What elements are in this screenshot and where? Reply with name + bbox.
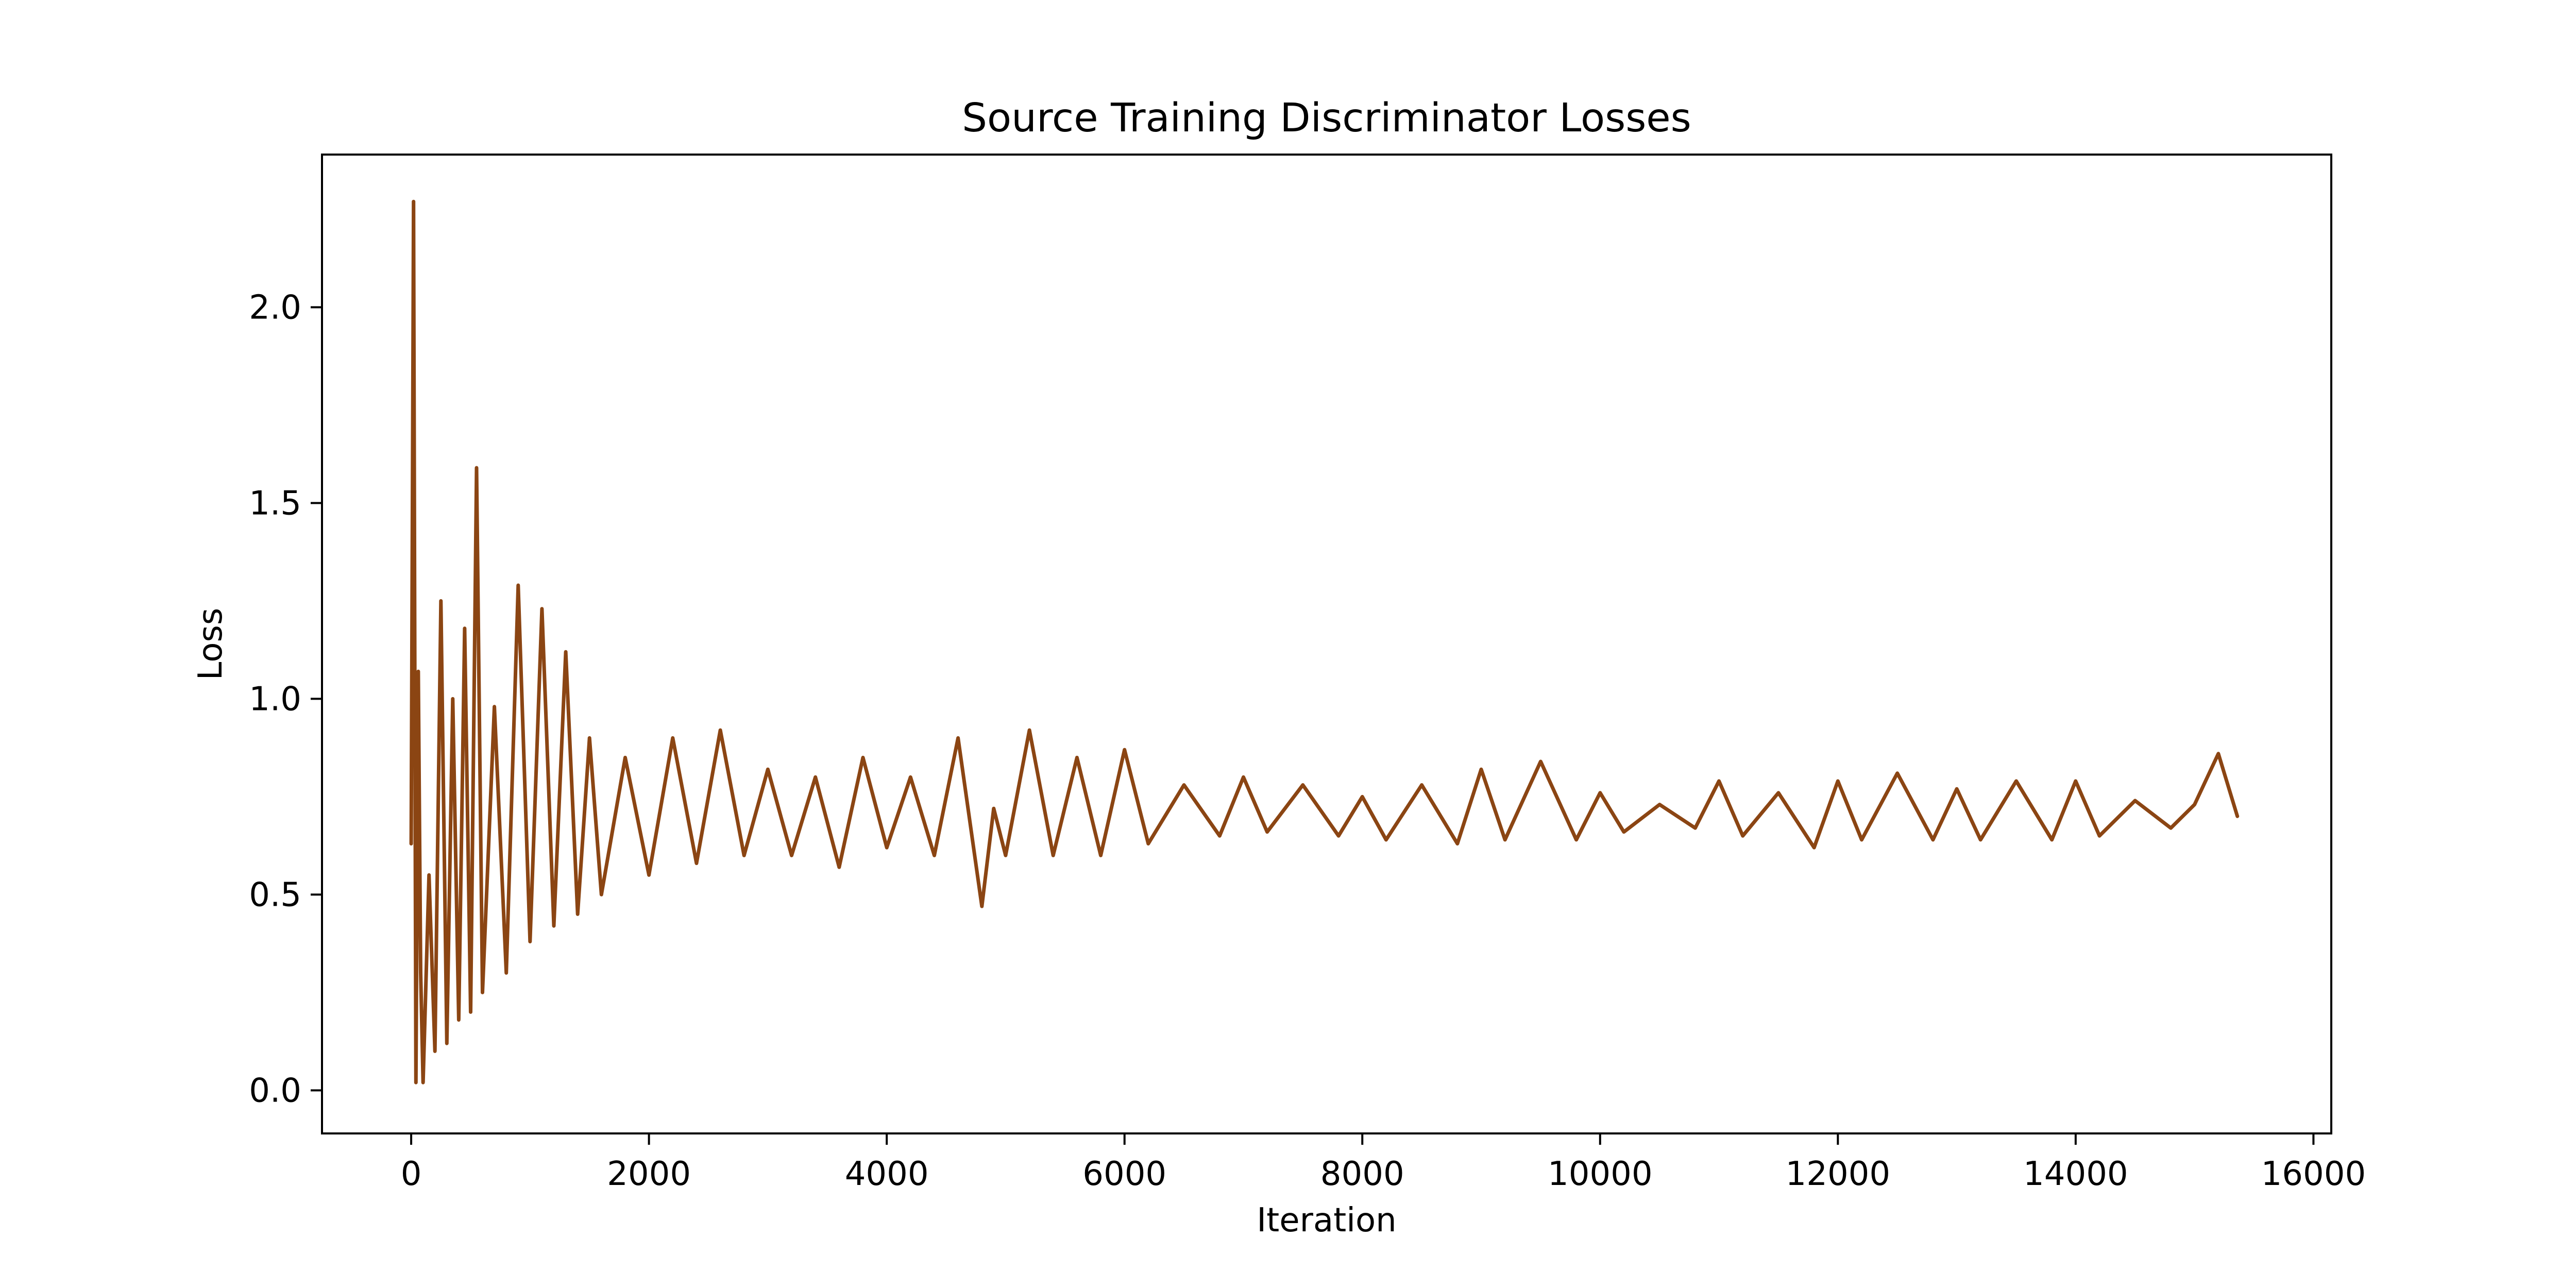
series-line bbox=[409, 199, 2240, 1084]
x-tick-label: 4000 bbox=[845, 1155, 929, 1193]
plot-frame bbox=[321, 154, 2332, 1134]
y-axis-label: Loss bbox=[192, 608, 230, 680]
y-tick-label: 0.5 bbox=[249, 876, 301, 914]
x-tick-label: 10000 bbox=[1548, 1155, 1653, 1193]
x-tick-label: 8000 bbox=[1320, 1155, 1404, 1193]
x-tick-label: 16000 bbox=[2261, 1155, 2366, 1193]
x-tick-label: 14000 bbox=[2023, 1155, 2128, 1193]
y-tick-label: 1.5 bbox=[249, 484, 301, 522]
y-tick-label: 2.0 bbox=[249, 289, 301, 327]
chart-title: Source Training Discriminator Losses bbox=[962, 95, 1691, 141]
y-axis-ticks: 0.0 0.5 1.0 1.5 2.0 bbox=[249, 289, 322, 1110]
y-tick-label: 0.0 bbox=[249, 1072, 301, 1110]
y-tick-label: 1.0 bbox=[249, 680, 301, 718]
x-axis-label: Iteration bbox=[1257, 1201, 1396, 1240]
plot-area-background bbox=[322, 155, 2331, 1133]
x-tick-label: 6000 bbox=[1082, 1155, 1166, 1193]
x-tick-label: 0 bbox=[401, 1155, 422, 1193]
x-tick-label: 2000 bbox=[607, 1155, 691, 1193]
x-tick-label: 12000 bbox=[1786, 1155, 1891, 1193]
x-axis-ticks: 0 2000 4000 6000 8000 10000 12000 14000 16000 bbox=[401, 1133, 2366, 1193]
